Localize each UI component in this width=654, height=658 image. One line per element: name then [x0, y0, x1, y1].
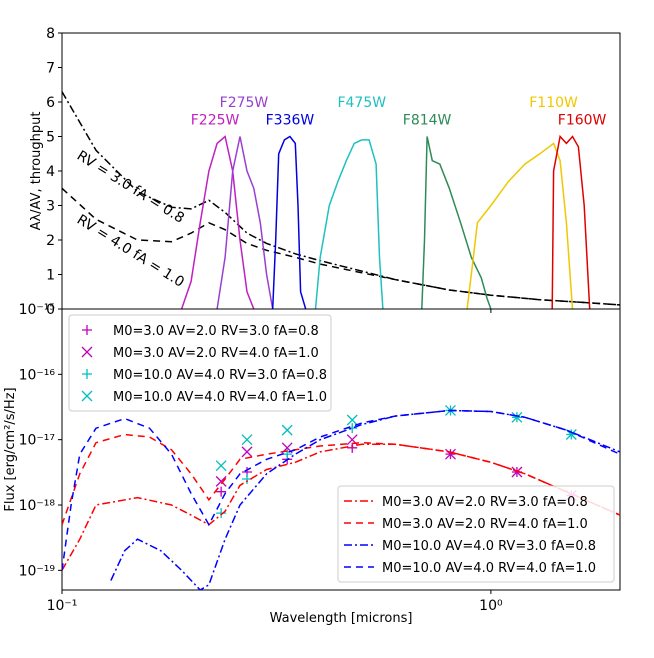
marker [346, 414, 358, 426]
filter-label: F336W [266, 112, 315, 128]
y-tick-label: 0 [46, 302, 55, 318]
marker [242, 474, 253, 485]
marker [241, 434, 253, 446]
marker [445, 448, 456, 460]
plot-area [62, 91, 620, 309]
legend-label: M0=3.0 AV=2.0 RV=4.0 fA=1.0 [382, 517, 588, 532]
marker [215, 460, 227, 472]
filter-label: F225W [191, 112, 240, 128]
filter-label: F160W [558, 112, 607, 128]
y-axis-label: Aλ/AV, throughput [29, 112, 44, 231]
y-tick-label: 10⁻¹⁶ [19, 367, 56, 383]
series-line [62, 443, 620, 571]
marker [216, 508, 227, 519]
axes-frame [61, 308, 621, 591]
y-tick-label: 10⁻¹⁷ [19, 433, 55, 449]
series-line [314, 139, 384, 309]
series-line [62, 433, 620, 525]
filter-label: F110W [529, 95, 578, 111]
filter-label: F275W [220, 95, 269, 111]
legend-label: M0=10.0 AV=4.0 RV=3.0 fA=0.8 [382, 539, 596, 554]
marker [281, 424, 293, 436]
legend-label: M0=3.0 AV=2.0 RV=3.0 fA=0.8 [113, 324, 319, 339]
legend-label: M0=3.0 AV=2.0 RV=3.0 fA=0.8 [382, 495, 588, 510]
marker [347, 442, 358, 453]
series-line [421, 136, 492, 309]
curve-label: RV = 4.0 fA = 1.0 [74, 212, 187, 291]
marker [215, 475, 227, 487]
marker [347, 423, 358, 434]
y-tick-label: 7 [46, 61, 55, 77]
legend-label: M0=10.0 AV=4.0 RV=4.0 fA=1.0 [382, 561, 596, 576]
legend-marker [81, 346, 93, 358]
marker [241, 446, 253, 458]
legend-marker [81, 390, 93, 402]
y-tick-label: 8 [46, 26, 55, 42]
series-line [466, 142, 574, 309]
filter-label: F814W [403, 112, 452, 128]
legend-label: M0=10.0 AV=4.0 RV=4.0 fA=1.0 [113, 390, 327, 405]
y-tick-label: 10⁻¹⁵ [19, 302, 55, 318]
series-line [551, 134, 591, 309]
legend-box [337, 485, 615, 583]
y-tick-label: 4 [46, 164, 55, 180]
marker [216, 486, 227, 497]
legend-marker [82, 325, 92, 335]
legend-marker [82, 369, 92, 379]
x-tick-label: 10⁻¹ [47, 598, 78, 614]
legend-label: M0=10.0 AV=4.0 RV=3.0 fA=0.8 [113, 368, 327, 383]
legend-box [68, 314, 332, 412]
series-line [62, 409, 620, 571]
series-line [271, 135, 307, 309]
y-tick-label: 3 [46, 199, 55, 215]
y-tick-label: 5 [46, 130, 55, 146]
series-line [62, 187, 620, 306]
y-tick-label: 10⁻¹⁸ [19, 498, 56, 514]
y-tick-label: 2 [46, 233, 55, 249]
y-tick-label: 6 [46, 95, 55, 111]
marker [511, 466, 523, 478]
plot-area [62, 404, 620, 590]
legend-label: M0=3.0 AV=2.0 RV=4.0 fA=1.0 [113, 346, 319, 361]
series-line [216, 136, 274, 309]
y-tick-label: 1 [46, 268, 55, 284]
series-line [110, 409, 620, 590]
marker [511, 411, 523, 423]
y-axis-label: Flux [erg/cm²/s/Hz] [3, 387, 18, 511]
filter-label: F475W [337, 95, 386, 111]
x-axis-label: Wavelength [microns] [270, 611, 413, 626]
series-line [180, 135, 255, 309]
x-tick-label: 10⁰ [479, 598, 503, 614]
y-tick-label: 10⁻¹⁹ [19, 563, 56, 579]
